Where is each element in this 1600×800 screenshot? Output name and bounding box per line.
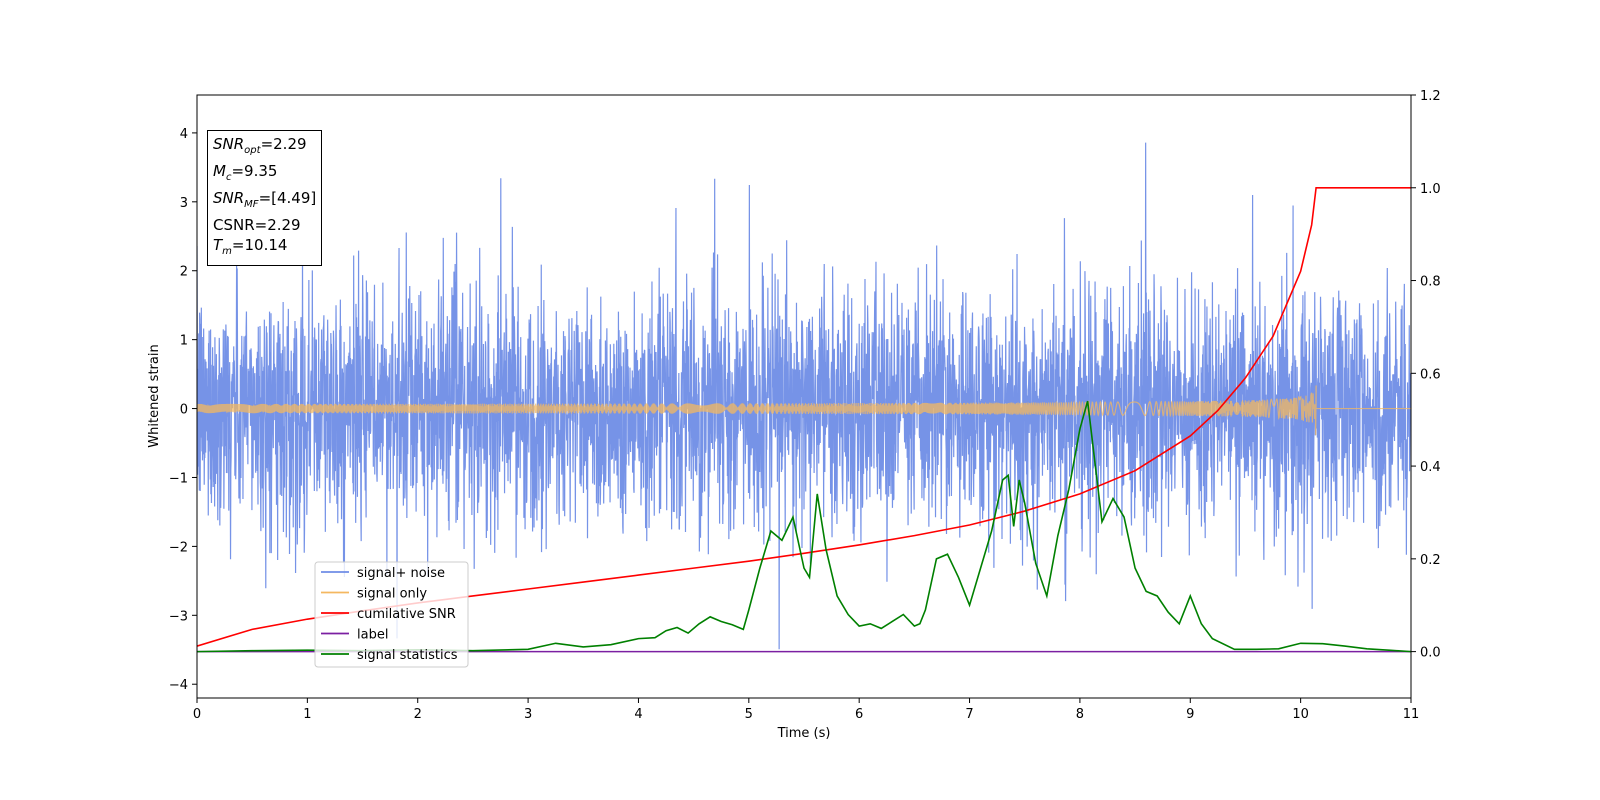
- merger-time-text: Tm=10.14: [213, 236, 288, 257]
- legend-signal-noise: signal+ noise: [321, 566, 445, 581]
- chirp-mass-text: Mc=9.35: [213, 162, 278, 183]
- x-tick-label: 7: [965, 707, 973, 722]
- y-tick-label: −4: [169, 678, 188, 693]
- snr-opt-text: SNRopt=2.29: [213, 135, 307, 156]
- x-tick-label: 5: [745, 707, 753, 722]
- x-axis-label: Time (s): [777, 726, 831, 741]
- legend-cumulative-snr: cumilative SNR: [321, 607, 456, 622]
- series-signal-noise-line: [197, 142, 1411, 650]
- y-right-tick-label: 0.0: [1420, 646, 1441, 661]
- y-axis-label: Whitened strain: [147, 344, 162, 447]
- x-tick-label: 2: [414, 707, 422, 722]
- y-right-tick-label: 1.0: [1420, 182, 1441, 197]
- x-tick-label: 4: [634, 707, 642, 722]
- y-right-tick-label: 0.4: [1420, 460, 1441, 475]
- x-tick-label: 6: [855, 707, 863, 722]
- y-right-tick-label: 1.2: [1420, 89, 1441, 104]
- y-tick-label: −2: [169, 540, 188, 555]
- plot-frame: [196, 94, 1412, 699]
- legend-label-text: cumilative SNR: [357, 607, 456, 622]
- legend-label: label: [321, 628, 388, 643]
- legend-box: [314, 561, 469, 668]
- series-signal-statistics-line: [197, 400, 1411, 653]
- snr-mf-text: SNRMF=[4.49]: [213, 189, 317, 210]
- y-axis-left: −4 −3 −2 −1 0 1 2 3 4: [169, 127, 197, 693]
- legend-label-text: signal+ noise: [357, 566, 445, 581]
- y-tick-label: −3: [169, 609, 188, 624]
- x-tick-label: 11: [1403, 707, 1420, 722]
- x-tick-label: 8: [1076, 707, 1084, 722]
- y-tick-label: 3: [180, 196, 188, 211]
- series-signal-only-line: [197, 385, 1411, 436]
- y-right-tick-label: 0.6: [1420, 367, 1441, 382]
- legend-label-text: label: [357, 628, 388, 643]
- legend-label-text: signal statistics: [357, 648, 458, 663]
- x-tick-label: 3: [524, 707, 532, 722]
- y-axis-right: 0.0 0.2 0.4 0.6 0.8 1.0 1.2: [1411, 89, 1441, 661]
- x-tick-label: 0: [193, 707, 201, 722]
- y-tick-label: 0: [180, 403, 188, 418]
- legend-label-text: signal only: [357, 587, 427, 602]
- y-right-tick-label: 0.2: [1420, 553, 1441, 568]
- stats-annotation-box: SNRopt=2.29 Mc=9.35 SNRMF=[4.49] CSNR=2.…: [207, 130, 323, 266]
- x-tick-label: 1: [303, 707, 311, 722]
- legend-signal-statistics: signal statistics: [321, 648, 458, 663]
- y-tick-label: 4: [180, 127, 188, 142]
- x-axis: 0 1 2 3 4 5 6 7 8 9 10 11: [193, 698, 1419, 722]
- x-tick-label: 10: [1292, 707, 1309, 722]
- y-tick-label: 1: [180, 334, 188, 349]
- y-tick-label: 2: [180, 265, 188, 280]
- y-tick-label: −1: [169, 471, 188, 486]
- legend-signal-only: signal only: [321, 587, 427, 602]
- x-tick-label: 9: [1186, 707, 1194, 722]
- csnr-text: CSNR=2.29: [213, 216, 301, 234]
- y-right-tick-label: 0.8: [1420, 275, 1441, 290]
- legend: signal+ noise signal only cumilative SNR la…: [314, 561, 469, 668]
